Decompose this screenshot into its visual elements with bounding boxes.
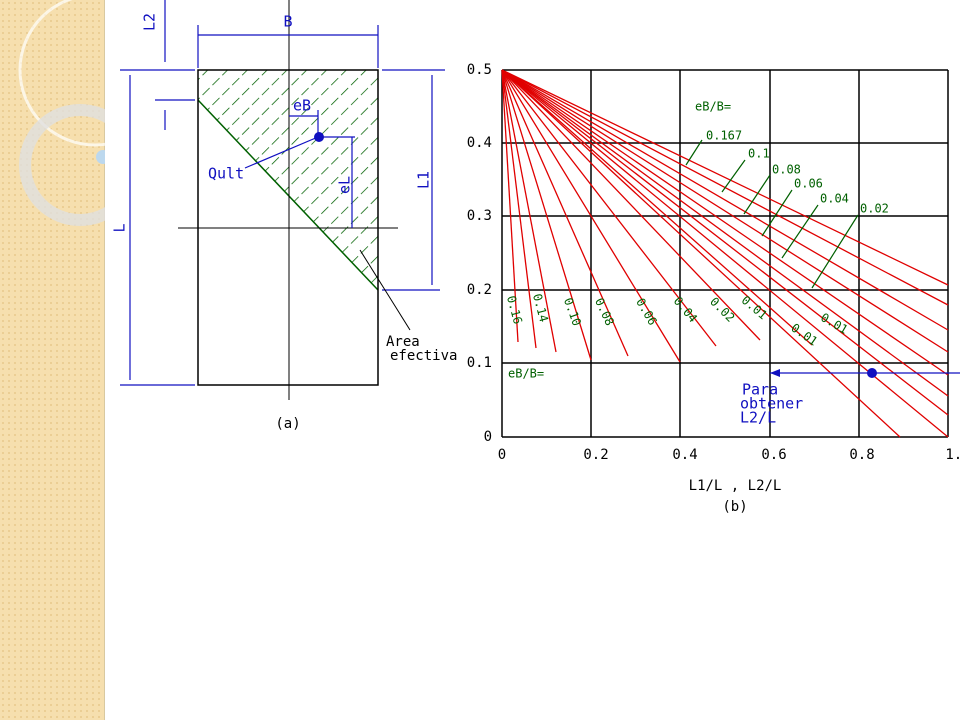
x-tick-label: 0.8 (849, 447, 874, 463)
area-edge (197, 99, 379, 291)
legend-title: eB/B= (695, 100, 731, 114)
y-tick-label: 0 (484, 429, 492, 445)
x-tick-label: 0.2 (583, 447, 608, 463)
legend-title: eB/B= (508, 367, 544, 381)
curves (501, 69, 949, 438)
curve-label: 0.02 (860, 202, 889, 216)
note: Para (742, 381, 778, 399)
curve-label: 0.06 (794, 177, 823, 191)
y-tick-label: 0.5 (467, 62, 492, 78)
dim-b: B (283, 13, 292, 31)
area-label: efectiva (390, 348, 457, 364)
note: obtener (740, 395, 803, 413)
dim-l: L (111, 223, 129, 232)
curve-label: 0.1 (748, 147, 770, 161)
y-tick-label: 0.4 (467, 135, 492, 151)
note: L2/L (740, 409, 776, 427)
y-tick-label: 0.1 (467, 355, 492, 371)
dim-eb: eB (293, 97, 311, 115)
x-tick-label: 0.6 (761, 447, 786, 463)
load-label: Qult (208, 165, 244, 183)
leader (359, 249, 411, 331)
area-label: Area (386, 334, 420, 350)
effective-area (198, 70, 378, 290)
x-tick-label: 0.4 (672, 447, 697, 463)
load-point (314, 132, 324, 142)
example-point (867, 368, 877, 378)
x-tick-label: 0 (498, 447, 506, 463)
x-axis-label: L1/L , L2/L (689, 478, 782, 494)
curve-label: 0.08 (772, 163, 801, 177)
x-tick-label: 1.0 (945, 447, 960, 463)
y-tick-label: 0.3 (467, 208, 492, 224)
figure-a: B L2 L L1 eB eL Qult Area efectiva (a) (111, 0, 457, 432)
curve-label: 0.04 (820, 192, 849, 206)
caption: (a) (275, 416, 300, 432)
y-tick-label: 0.2 (467, 282, 492, 298)
curve-label: 0.167 (706, 129, 742, 143)
dim-el: eL (336, 176, 354, 194)
dim-l1: L1 (415, 171, 433, 189)
arrow-head (770, 369, 780, 377)
figure-b: 0 0.2 0.4 0.6 0.8 1.0 0 0.1 0.2 0.3 0.4 … (467, 62, 960, 515)
caption: (b) (722, 499, 747, 515)
dim-l2: L2 (141, 13, 159, 31)
